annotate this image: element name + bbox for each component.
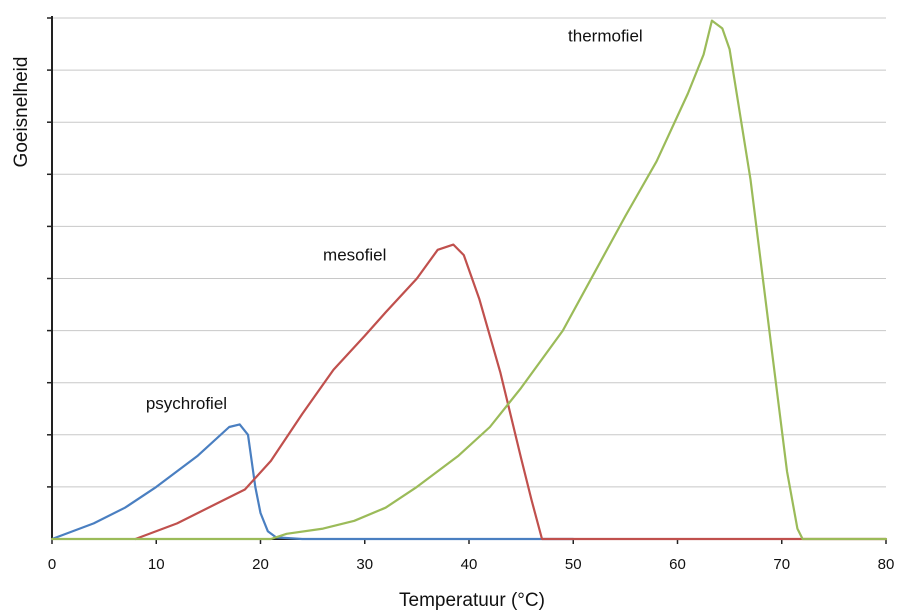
series-label-thermofiel: thermofiel bbox=[568, 26, 643, 45]
series-line-thermofiel bbox=[50, 19, 888, 541]
x-axis-ticks: 0 10 20 30 40 50 60 70 80 bbox=[48, 539, 895, 573]
x-tick-label: 30 bbox=[356, 556, 373, 573]
x-axis-title: Temperatuur (°C) bbox=[399, 590, 545, 611]
series-line-mesofiel bbox=[134, 243, 888, 541]
grid-lines bbox=[52, 17, 886, 488]
series-labels: psychrofiel mesofiel thermofiel bbox=[146, 26, 643, 412]
x-tick-label: 50 bbox=[565, 556, 582, 573]
series-label-psychrofiel: psychrofiel bbox=[146, 394, 227, 413]
y-axis-title: Goeisnelheid bbox=[11, 57, 32, 168]
x-tick-label: 10 bbox=[148, 556, 165, 573]
x-tick-label: 70 bbox=[773, 556, 790, 573]
series-label-mesofiel: mesofiel bbox=[323, 245, 386, 264]
x-tick-label: 60 bbox=[669, 556, 686, 573]
axes bbox=[51, 16, 886, 540]
x-tick-label: 20 bbox=[252, 556, 269, 573]
series-line-psychrofiel bbox=[50, 423, 575, 541]
x-tick-label: 0 bbox=[48, 556, 56, 573]
x-tick-label: 40 bbox=[461, 556, 478, 573]
x-tick-label: 80 bbox=[878, 556, 895, 573]
y-axis-ticks bbox=[47, 17, 52, 488]
series-lines bbox=[50, 19, 888, 541]
